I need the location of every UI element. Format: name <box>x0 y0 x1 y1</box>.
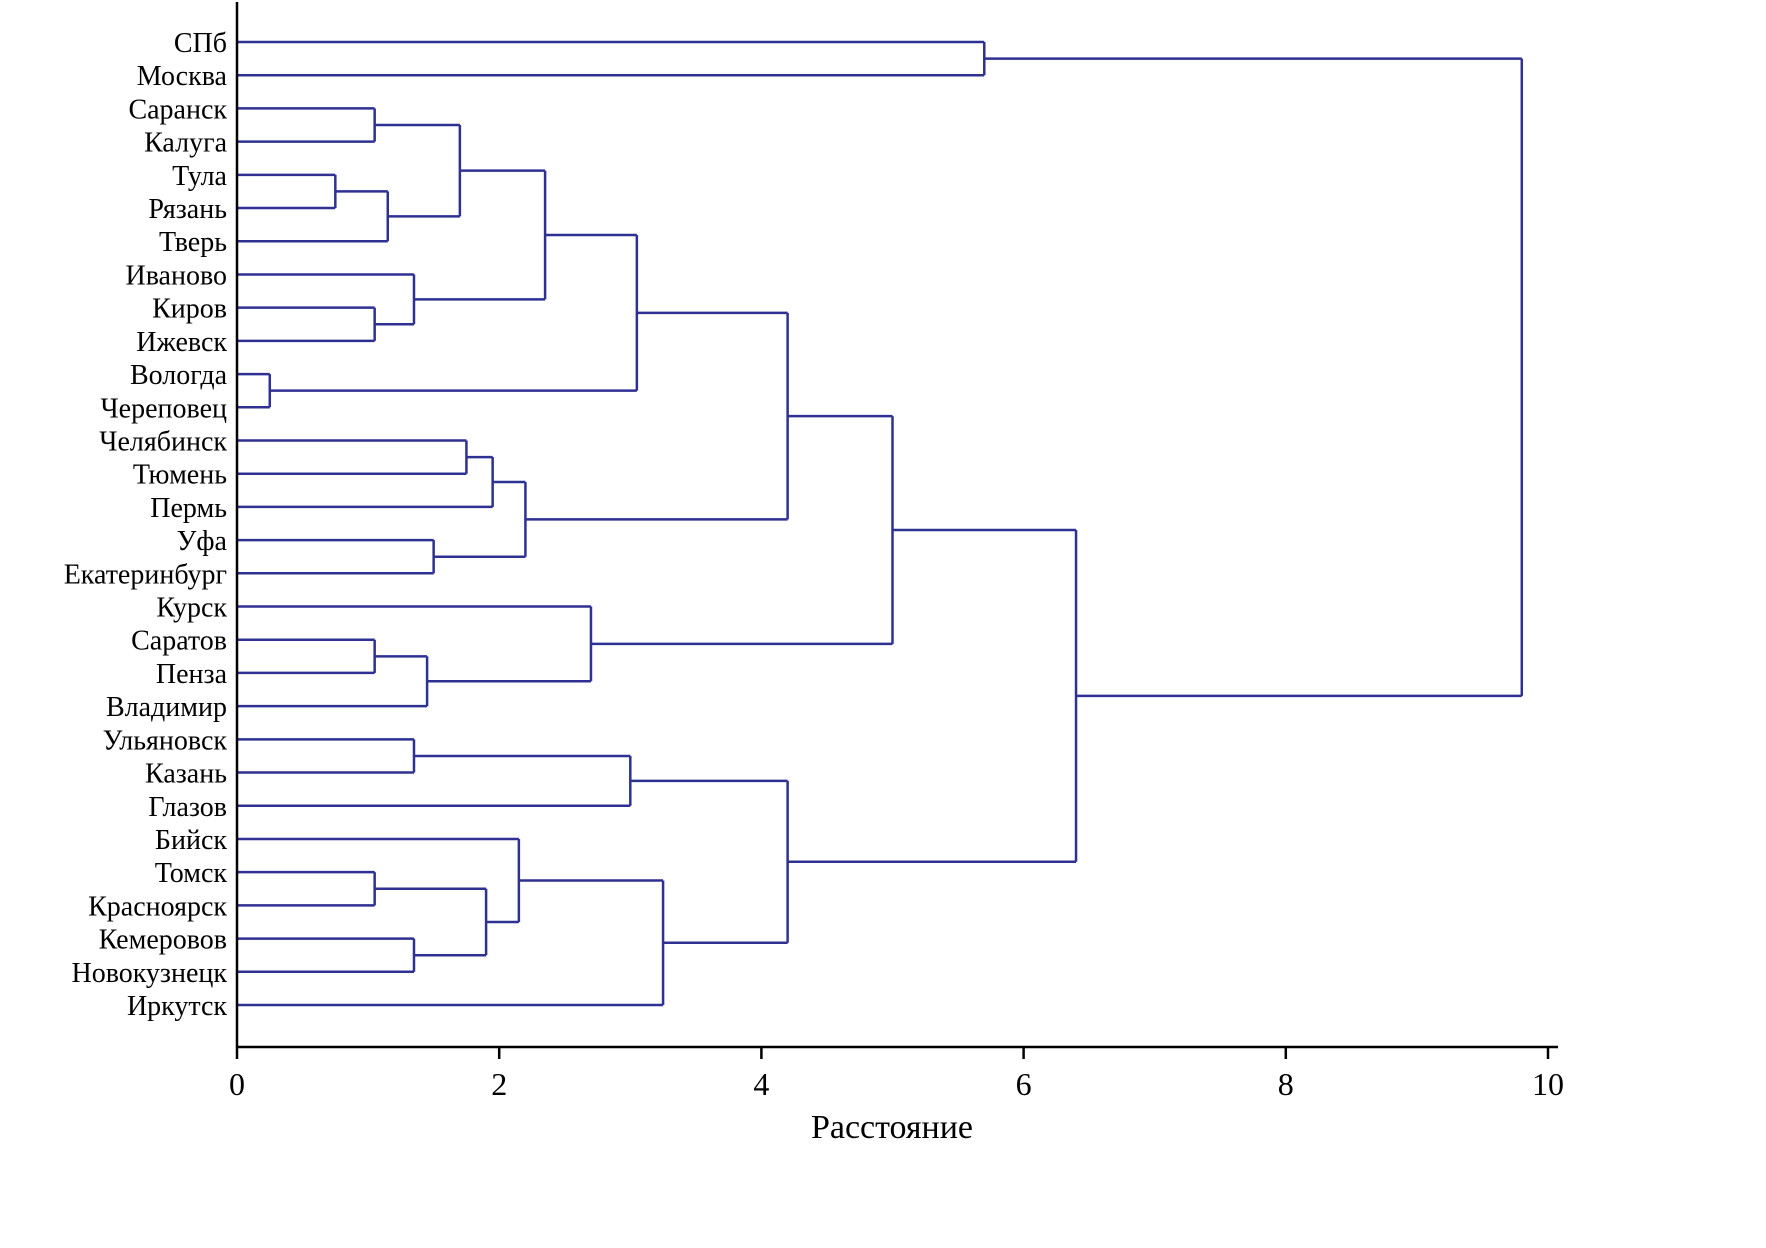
leaf-label: Череповец <box>100 393 227 424</box>
leaf-label: Пенза <box>156 659 228 690</box>
x-axis-tick-label: 4 <box>753 1066 769 1102</box>
leaf-label: Уфа <box>177 526 228 557</box>
leaf-label: Тюмень <box>133 460 227 491</box>
leaf-label: Иваново <box>125 260 227 291</box>
axis: 0 2 4 6 8 10 <box>229 2 1564 1102</box>
leaf-label: Калуга <box>144 128 227 159</box>
leaf-label: Казань <box>145 759 227 790</box>
leaf-label: Красноярск <box>88 891 227 922</box>
leaf-label: Киров <box>152 294 227 325</box>
x-axis-title: Расстояние <box>811 1109 973 1146</box>
leaf-label: Тверь <box>159 227 227 258</box>
x-axis-tick-label: 10 <box>1532 1066 1564 1102</box>
leaf-label: Томск <box>155 858 228 889</box>
leaf-label: Новокузнецк <box>71 958 227 989</box>
leaf-label: Кемеровов <box>99 925 227 956</box>
leaf-label: Ижевск <box>136 327 227 358</box>
leaf-label: Челябинск <box>99 426 227 457</box>
leaf-label: Москва <box>137 61 228 92</box>
leaf-label: Ульяновск <box>103 725 228 756</box>
leaf-label: Тула <box>172 161 227 192</box>
leaf-label: Саратов <box>131 626 227 657</box>
leaf-label: Владимир <box>106 692 227 723</box>
leaf-label: Иркутск <box>127 991 227 1022</box>
leaf-label: Вологда <box>130 360 228 391</box>
x-axis-tick-label: 2 <box>491 1066 507 1102</box>
x-axis-tick-label: 0 <box>229 1066 245 1102</box>
x-axis-tick-label: 6 <box>1016 1066 1032 1102</box>
leaf-labels: СПбМоскваСаранскКалугаТулаРязаньТверьИва… <box>64 28 228 1022</box>
x-axis-tick-label: 8 <box>1278 1066 1294 1102</box>
leaf-label: Пермь <box>150 493 227 524</box>
leaf-label: СПб <box>174 28 227 59</box>
leaf-label: Курск <box>156 593 227 624</box>
leaf-label: Саранск <box>128 94 227 125</box>
leaf-label: Рязань <box>148 194 227 225</box>
leaf-label: Бийск <box>155 825 227 856</box>
leaf-label: Екатеринбург <box>64 559 227 590</box>
dendrogram-links <box>237 40 1524 1007</box>
leaf-label: Глазов <box>148 792 227 823</box>
